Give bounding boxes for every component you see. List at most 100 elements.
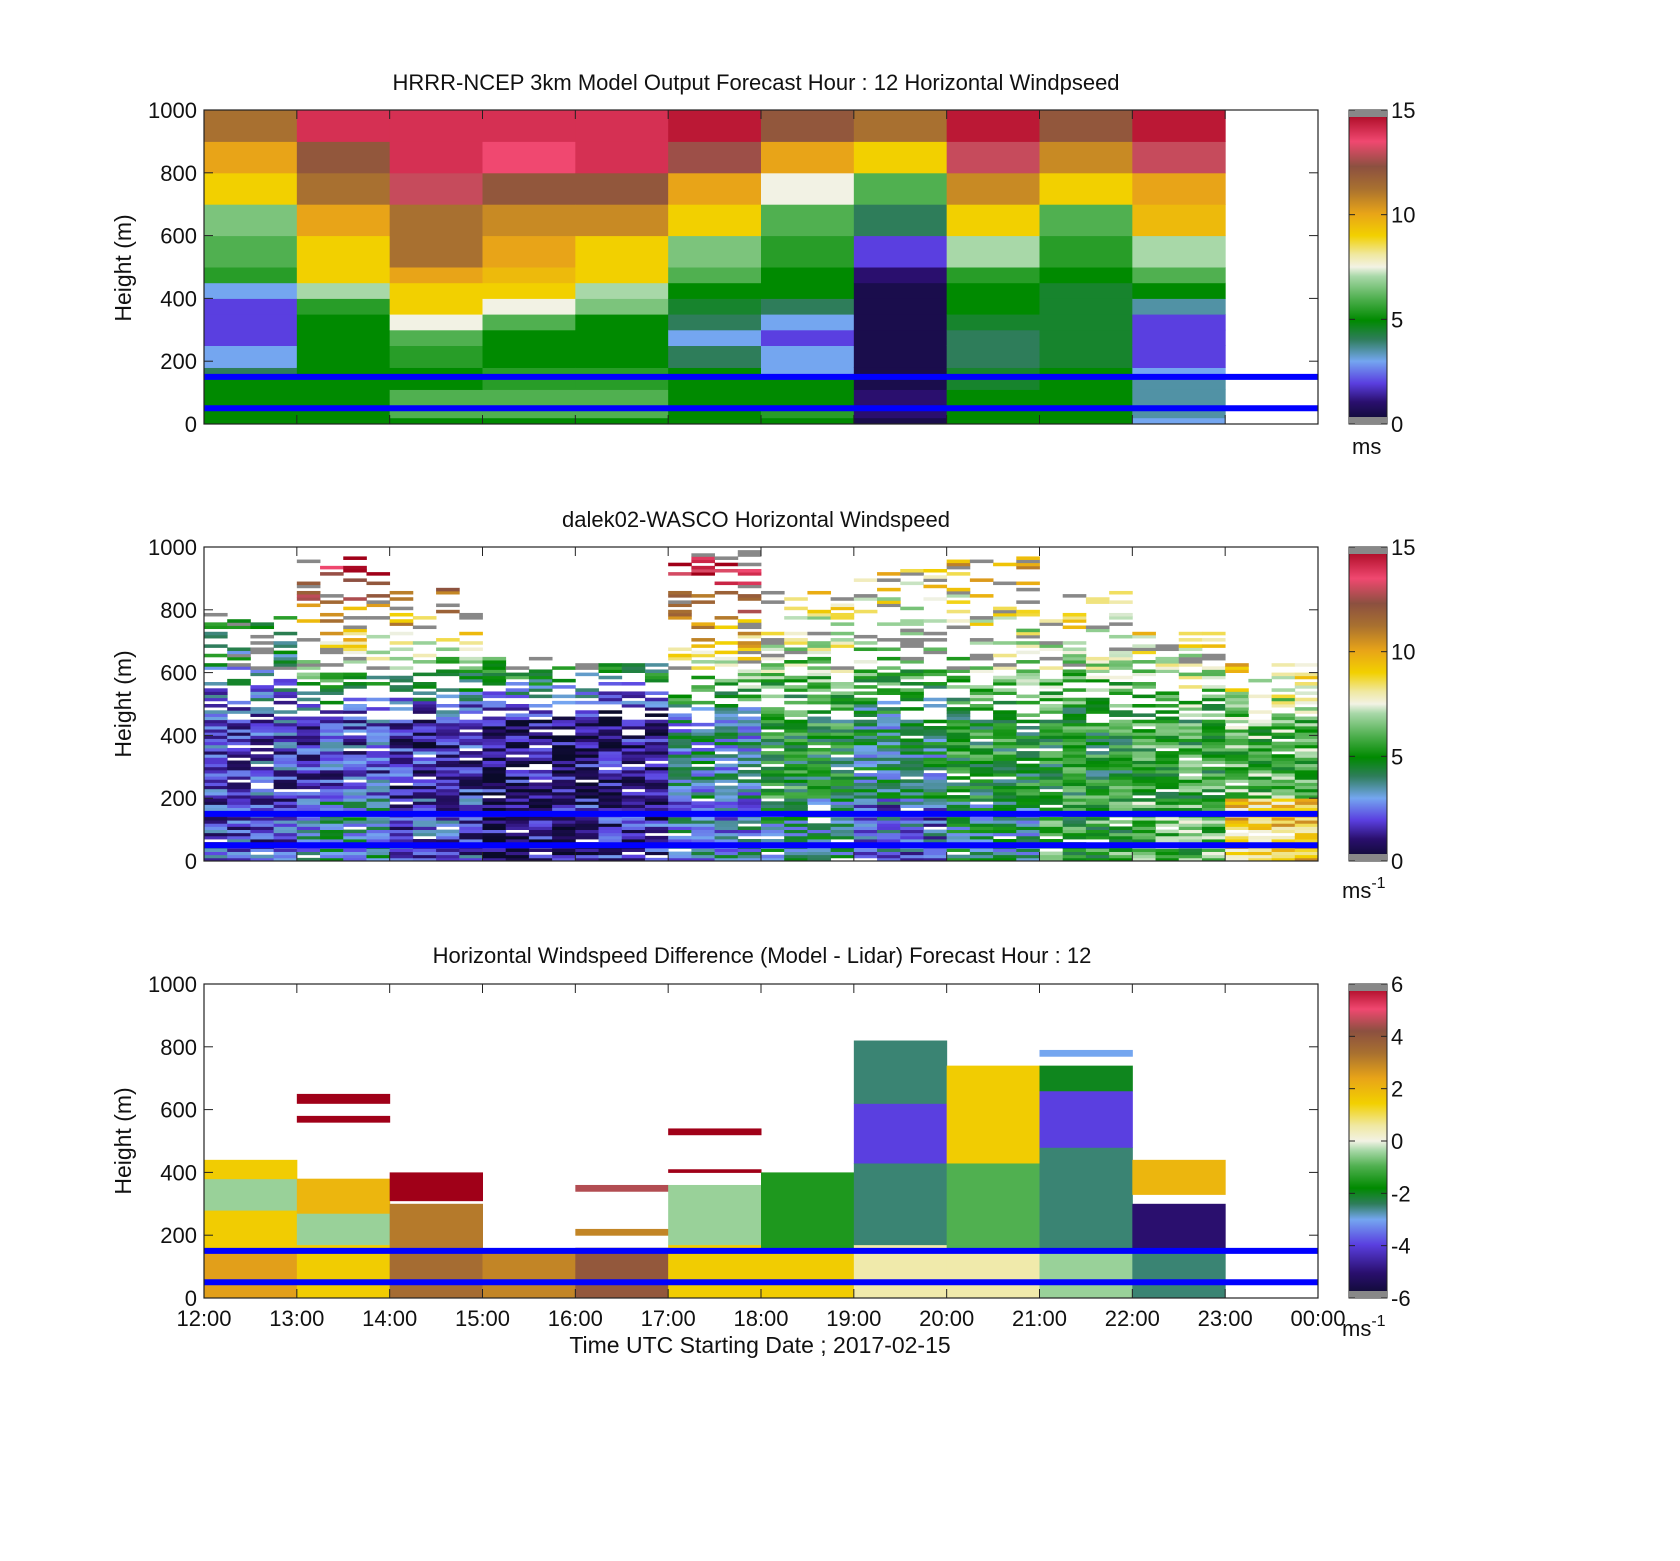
- lidar-cell: [853, 741, 878, 746]
- lidar-cell: [227, 851, 251, 856]
- lidar-cell: [1085, 769, 1110, 774]
- lidar-cell: [737, 763, 762, 768]
- lidar-cell: [691, 760, 715, 765]
- lidar-cell: [737, 832, 762, 837]
- lidar-cell: [1201, 798, 1226, 802]
- lidar-cell: [343, 769, 367, 774]
- lidar-cell: [668, 666, 692, 670]
- lidar-cell: [1085, 807, 1110, 812]
- lidar-cell: [273, 785, 298, 790]
- lidar-cell: [830, 773, 855, 777]
- lidar-cell: [1016, 754, 1040, 758]
- lidar-cell: [366, 851, 391, 856]
- lidar-cell: [644, 798, 669, 802]
- lidar-cell: [993, 839, 1017, 843]
- lidar-cell: [1294, 672, 1319, 677]
- lidar-cell: [598, 729, 623, 733]
- lidar-cell: [1016, 660, 1040, 664]
- lidar-cell: [1201, 820, 1226, 824]
- lidar-cell: [807, 660, 832, 664]
- y-tick-label: 600: [160, 224, 197, 249]
- lidar-cell: [784, 678, 808, 683]
- lidar-cell: [389, 807, 414, 812]
- lidar-cell: [1109, 600, 1133, 604]
- lidar-cell: [807, 729, 832, 733]
- lidar-cell: [830, 779, 855, 783]
- lidar-cell: [296, 660, 321, 664]
- lidar-cell: [691, 848, 715, 852]
- lidar-cell: [1155, 729, 1180, 733]
- lidar-cell: [644, 700, 669, 705]
- lidar-cell: [1109, 779, 1133, 783]
- lidar-cell: [1201, 769, 1226, 774]
- lidar-cell: [389, 763, 414, 768]
- lidar-cell: [668, 757, 692, 761]
- lidar-cell: [343, 801, 367, 805]
- lidar-cell: [1155, 832, 1180, 837]
- model-cell: [1132, 389, 1226, 409]
- model-cell: [668, 329, 762, 346]
- lidar-cell: [436, 694, 460, 699]
- lidar-cell: [366, 741, 391, 746]
- lidar-cell: [621, 804, 646, 809]
- lidar-cell: [459, 754, 483, 758]
- lidar-cell: [1062, 725, 1087, 730]
- lidar-cell: [830, 631, 855, 636]
- model-cell: [296, 367, 391, 378]
- lidar-cell: [273, 694, 298, 699]
- lidar-cell: [389, 747, 414, 752]
- lidar-cell: [482, 760, 507, 765]
- model-cell: [946, 417, 1040, 425]
- lidar-cell: [204, 791, 228, 796]
- lidar-cell: [1225, 857, 1249, 862]
- lidar-cell: [1039, 832, 1064, 837]
- difference-cell: [389, 1203, 483, 1252]
- lidar-cell: [482, 741, 507, 746]
- lidar-cell: [528, 713, 553, 717]
- lidar-cell: [459, 760, 483, 765]
- lidar-cell: [1225, 738, 1249, 743]
- lidar-cell: [1155, 835, 1180, 840]
- lidar-cell: [227, 782, 251, 787]
- lidar-cell: [969, 804, 994, 809]
- lidar-cell: [1178, 707, 1203, 711]
- lidar-cell: [1155, 741, 1180, 746]
- model-cell: [389, 298, 483, 315]
- lidar-cell: [1155, 744, 1180, 749]
- lidar-cell: [227, 839, 251, 843]
- lidar-cell: [1132, 729, 1156, 733]
- lidar-cell: [1016, 817, 1040, 821]
- lidar-cell: [737, 779, 762, 783]
- lidar-cell: [366, 779, 391, 783]
- lidar-cell: [668, 653, 692, 658]
- lidar-cell: [853, 848, 878, 852]
- lidar-cell: [993, 738, 1017, 743]
- lidar-cell: [761, 854, 785, 859]
- lidar-cell: [320, 732, 344, 736]
- lidar-cell: [900, 572, 924, 576]
- lidar-cell: [296, 707, 321, 711]
- lidar-cell: [250, 807, 275, 812]
- lidar-cell: [343, 829, 367, 834]
- lidar-cell: [436, 791, 460, 796]
- lidar-cell: [366, 835, 391, 840]
- lidar-cell: [761, 600, 785, 604]
- y-tick-label: 400: [160, 286, 197, 311]
- lidar-cell: [528, 798, 553, 802]
- lidar-cell: [900, 798, 924, 802]
- lidar-cell: [343, 565, 367, 570]
- lidar-cell: [621, 741, 646, 746]
- lidar-cell: [227, 854, 251, 859]
- lidar-cell: [923, 854, 948, 859]
- lidar-cell: [1248, 722, 1272, 727]
- lidar-cell: [830, 851, 855, 856]
- lidar-cell: [204, 634, 228, 639]
- lidar-cell: [575, 851, 599, 856]
- lidar-cell: [505, 741, 530, 746]
- lidar-cell: [853, 804, 878, 809]
- lidar-cell: [737, 669, 762, 673]
- lidar-cell: [807, 835, 832, 840]
- lidar-cell: [1085, 763, 1110, 768]
- lidar-cell: [1201, 839, 1226, 843]
- lidar-cell: [1132, 631, 1156, 636]
